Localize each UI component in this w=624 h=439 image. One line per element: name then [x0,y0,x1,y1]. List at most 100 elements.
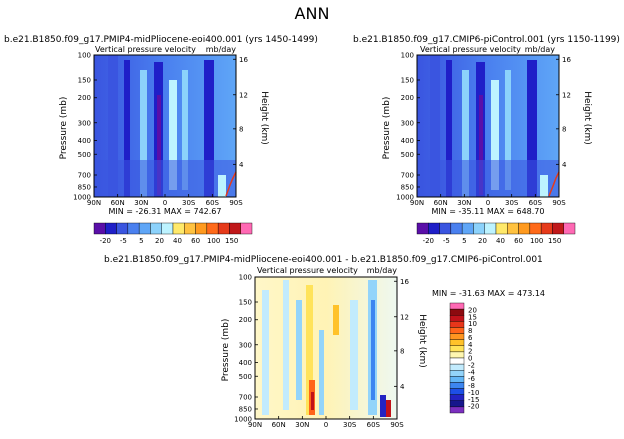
x-tick-label: 90S [390,421,404,429]
colorbar-swatch [439,222,452,235]
colorbar-label: 20 [478,237,487,245]
colorbar-swatch [449,339,465,346]
colorbar-label: 100 [207,237,220,245]
x-tick-label: 60S [206,199,220,207]
colorbar-swatch [449,321,465,328]
colorbar-swatch [461,222,474,235]
y-tick-label: 300 [401,119,414,127]
panel-title: b.e21.B1850.f09_g17.PMIP4-midPliocene-eo… [104,255,543,265]
y-tick-label: 1000 [396,194,414,202]
y-tick-label: 400 [78,137,91,145]
colorbar-swatch [450,222,463,235]
colorbar-swatch [449,363,465,371]
colorbar-label: 100 [530,237,543,245]
y-right-axis-label: Height (km) [582,91,592,145]
colorbar-swatch [161,222,174,235]
y-tick-label: 1000 [73,194,91,202]
x-tick-label: 30N [295,421,309,429]
colorbar-swatch [449,333,465,340]
y-tick-label: 700 [401,172,414,180]
y-right-tick-label: 4 [239,161,244,169]
y-right-tick-label: 16 [239,56,248,64]
x-tick-label: 0 [486,199,490,207]
colorbar-label: -6 [468,375,476,383]
colorbar-swatch [449,308,465,316]
colorbar-swatch [449,351,465,359]
y-tick-label: 400 [401,137,414,145]
stats-label: MIN = -31.63 MAX = 473.14 [432,289,545,298]
x-tick-label: 60N [111,199,125,207]
colorbar-swatch [206,222,219,235]
y-tick-label: 1000 [234,416,252,424]
colorbar-swatch [495,222,508,235]
x-tick-label: 60N [434,199,448,207]
panel-midpliocene: b.e21.B1850.f09_g17.PMIP4-midPliocene-eo… [4,35,318,245]
colorbar-swatch [150,222,162,235]
colorbar-swatch [473,222,485,235]
x-tick-label: 90N [410,199,424,207]
colorbar-swatch [138,222,151,235]
x-tick-label: 30S [182,199,196,207]
x-tick-label: 0 [163,199,167,207]
colorbar-swatch [507,222,519,235]
colorbar-label: -20 [100,237,111,245]
panel-subtitle-right: mb/day [206,45,237,54]
y-right-tick-label: 8 [400,347,404,355]
x-tick-label: 30S [343,421,357,429]
colorbar-swatch [240,222,253,235]
colorbar-label: -15 [468,396,479,404]
colorbar-swatch [563,222,576,235]
colorbar-swatch [449,370,465,377]
colorbar-swatch [449,400,465,408]
y-tick-label: 700 [239,394,252,402]
colorbar-label: 150 [225,237,238,245]
y-tick-label: 100 [401,52,414,60]
y-right-tick-label: 12 [562,91,571,99]
colorbar-swatch [229,222,241,235]
panel-subtitle-right: mb/day [367,266,398,275]
colorbar-swatch [172,222,185,235]
colorbar-label: -2 [468,361,475,369]
heatmap-field [416,54,560,198]
x-tick-label: 60N [272,421,286,429]
y-right-axis-label: Height (km) [259,91,269,145]
colorbar-label: 2 [468,348,472,356]
colorbar-label: 4 [468,341,473,349]
colorbar-swatch [93,222,106,235]
y-tick-label: 850 [239,405,252,413]
x-tick-label: 90S [552,199,566,207]
colorbar-swatch [116,222,129,235]
y-tick-label: 200 [239,316,252,324]
y-axis-label: Pressure (mb) [221,319,231,382]
colorbar-swatch [449,382,465,389]
heatmap-field [254,276,398,420]
y-tick-label: 500 [239,373,252,381]
colorbar-swatch [449,376,465,383]
colorbar-swatch [184,222,196,235]
y-tick-label: 200 [78,94,91,102]
colorbar-swatch [449,406,465,414]
y-axis-label: Pressure (mb) [59,97,69,160]
colorbar-label: 15 [468,313,477,321]
colorbar-swatch [449,388,465,395]
heatmap-field [93,54,237,198]
y-tick-label: 700 [78,172,91,180]
colorbar-label: -20 [423,237,434,245]
panel-difference: b.e21.B1850.f09_g17.PMIP4-midPliocene-eo… [104,255,545,429]
y-right-tick-label: 12 [239,91,248,99]
x-tick-label: 90N [87,199,101,207]
colorbar-swatch [540,222,553,235]
y-tick-label: 150 [239,299,252,307]
colorbar-swatch [484,222,497,235]
panel-picontrol: b.e21.B1850.f09_g17.CMIP6-piControl.001 … [353,35,620,245]
x-tick-label: 60S [367,421,381,429]
y-tick-label: 500 [78,151,91,159]
colorbar-swatch [127,222,140,235]
y-right-tick-label: 16 [562,56,571,64]
y-right-tick-label: 8 [239,125,243,133]
y-tick-label: 150 [78,77,91,85]
y-right-axis-label: Height (km) [417,314,427,368]
colorbar-label: 60 [514,237,523,245]
colorbar-label: 40 [496,237,505,245]
